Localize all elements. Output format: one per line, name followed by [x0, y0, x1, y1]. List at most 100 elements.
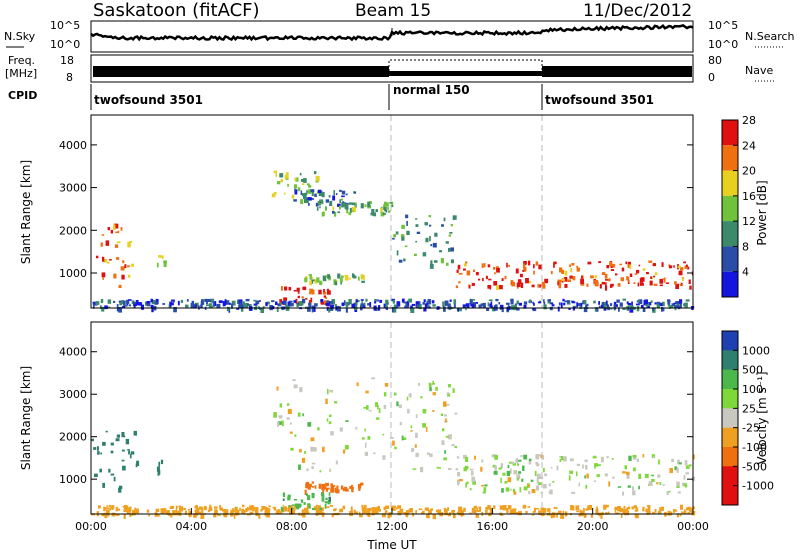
heatmap-cell	[561, 278, 565, 281]
heatmap-cell	[293, 290, 297, 292]
heatmap-cell	[500, 304, 504, 309]
heatmap-cell	[417, 382, 420, 386]
heatmap-cell	[260, 509, 263, 512]
heatmap-cell	[351, 274, 355, 278]
heatmap-cell	[195, 304, 197, 308]
heatmap-cell	[435, 386, 438, 391]
heatmap-cell	[214, 301, 217, 307]
heatmap-cell	[564, 284, 568, 288]
heatmap-cell	[422, 423, 426, 428]
heatmap-cell	[373, 452, 376, 455]
heatmap-cell	[595, 508, 599, 514]
heatmap-cell	[229, 302, 231, 305]
heatmap-cell	[120, 266, 125, 271]
heatmap-cell	[429, 224, 432, 227]
heatmap-cell	[454, 446, 458, 449]
colorbar-swatch	[722, 246, 738, 272]
heatmap-cell	[276, 181, 281, 185]
cpid-segment-2: normal 150	[393, 83, 470, 97]
heatmap-cell	[531, 514, 535, 516]
heatmap-cell	[393, 234, 397, 238]
heatmap-cell	[355, 426, 358, 430]
heatmap-cell	[450, 259, 454, 264]
heatmap-cell	[584, 459, 588, 463]
heatmap-cell	[404, 245, 408, 248]
heatmap-cell	[625, 261, 628, 265]
heatmap-cell	[669, 305, 674, 308]
heatmap-cell	[504, 275, 507, 280]
heatmap-cell	[243, 510, 246, 513]
heatmap-cell	[345, 488, 349, 492]
heatmap-cell	[688, 507, 692, 511]
heatmap-cell	[429, 453, 433, 457]
heatmap-cell	[118, 508, 120, 511]
x-tick-label: 12:00	[376, 520, 408, 533]
heatmap-cell	[115, 506, 118, 512]
heatmap-cell	[457, 483, 459, 486]
heatmap-cell	[557, 306, 560, 312]
heatmap-cell	[459, 479, 463, 482]
heatmap-cell	[549, 489, 553, 495]
velocity-colorbar: 1000 500 100 25 -25 -100 -500 -1000	[721, 330, 774, 506]
heatmap-cell	[487, 285, 492, 289]
heatmap-cell	[326, 300, 330, 303]
heatmap-cell	[380, 208, 383, 212]
heatmap-cell	[581, 276, 583, 279]
heatmap-cell	[288, 509, 291, 513]
heatmap-cell	[371, 510, 375, 516]
heatmap-cell	[429, 387, 432, 392]
heatmap-cell	[308, 483, 312, 487]
heatmap-cell	[530, 479, 534, 482]
heatmap-cell	[453, 299, 457, 305]
heatmap-cell	[604, 273, 608, 279]
heatmap-cell	[323, 295, 326, 298]
heatmap-cell	[610, 284, 613, 288]
heatmap-cell	[513, 491, 517, 495]
heatmap-cell	[525, 278, 529, 284]
heatmap-cell	[594, 463, 598, 467]
heatmap-cell	[299, 172, 302, 176]
heatmap-cell	[679, 303, 682, 309]
heatmap-cell	[506, 470, 511, 477]
heatmap-cell	[677, 303, 680, 306]
heatmap-cell	[501, 307, 504, 313]
heatmap-cell	[518, 302, 522, 306]
heatmap-cell	[630, 305, 634, 310]
heatmap-cell	[122, 465, 126, 471]
heatmap-cell	[518, 471, 522, 474]
heatmap-cell	[520, 282, 524, 288]
heatmap-cell	[301, 509, 304, 512]
heatmap-cell	[314, 303, 318, 307]
heatmap-cell	[375, 209, 378, 212]
heatmap-cell	[434, 232, 438, 237]
heatmap-cell	[401, 435, 404, 441]
heatmap-cell	[324, 501, 328, 504]
heatmap-cell	[677, 265, 681, 268]
heatmap-cell	[328, 496, 331, 502]
heatmap-cell	[632, 486, 635, 491]
heatmap-cell	[552, 480, 555, 483]
heatmap-cell	[468, 284, 471, 289]
heatmap-cell	[462, 304, 467, 309]
heatmap-cell	[337, 273, 341, 279]
heatmap-cell	[239, 507, 241, 511]
power-data	[92, 170, 695, 313]
heatmap-cell	[255, 507, 259, 511]
heatmap-cell	[618, 307, 620, 312]
heatmap-cell	[241, 306, 244, 308]
heatmap-cell	[594, 463, 596, 469]
heatmap-cell	[349, 486, 352, 489]
heatmap-cell	[296, 304, 299, 308]
heatmap-cell	[598, 301, 600, 305]
heatmap-cell	[294, 178, 297, 181]
heatmap-cell	[576, 471, 578, 477]
heatmap-cell	[162, 303, 165, 305]
heatmap-cell	[302, 286, 307, 291]
colorbar-frame	[721, 330, 739, 506]
heatmap-cell	[118, 284, 122, 288]
y-tick-label: 3000	[59, 388, 87, 401]
heatmap-cell	[341, 202, 344, 208]
heatmap-cell	[576, 302, 579, 308]
heatmap-cell	[287, 408, 292, 414]
heatmap-cell	[432, 242, 437, 248]
